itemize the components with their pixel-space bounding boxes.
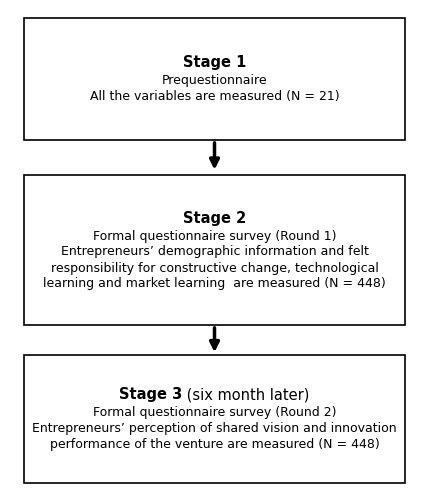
- Text: Stage 1: Stage 1: [183, 55, 246, 70]
- Text: responsibility for constructive change, technological: responsibility for constructive change, …: [51, 262, 378, 274]
- Text: Formal questionnaire survey (Round 2): Formal questionnaire survey (Round 2): [93, 406, 336, 419]
- Text: (six month later): (six month later): [182, 387, 310, 402]
- Text: Stage 2: Stage 2: [183, 210, 246, 226]
- Text: Entrepreneurs’ perception of shared vision and innovation: Entrepreneurs’ perception of shared visi…: [32, 422, 397, 435]
- Text: performance of the venture are measured (N = 448): performance of the venture are measured …: [50, 438, 379, 451]
- Text: Formal questionnaire survey (Round 1): Formal questionnaire survey (Round 1): [93, 230, 336, 242]
- FancyBboxPatch shape: [24, 18, 405, 140]
- Text: Stage 3: Stage 3: [119, 387, 182, 402]
- Text: Entrepreneurs’ demographic information and felt: Entrepreneurs’ demographic information a…: [60, 246, 369, 258]
- FancyBboxPatch shape: [24, 355, 405, 482]
- Text: All the variables are measured (N = 21): All the variables are measured (N = 21): [90, 90, 339, 104]
- Text: Prequestionnaire: Prequestionnaire: [162, 74, 267, 87]
- FancyBboxPatch shape: [24, 175, 405, 325]
- Text: learning and market learning  are measured (N = 448): learning and market learning are measure…: [43, 278, 386, 290]
